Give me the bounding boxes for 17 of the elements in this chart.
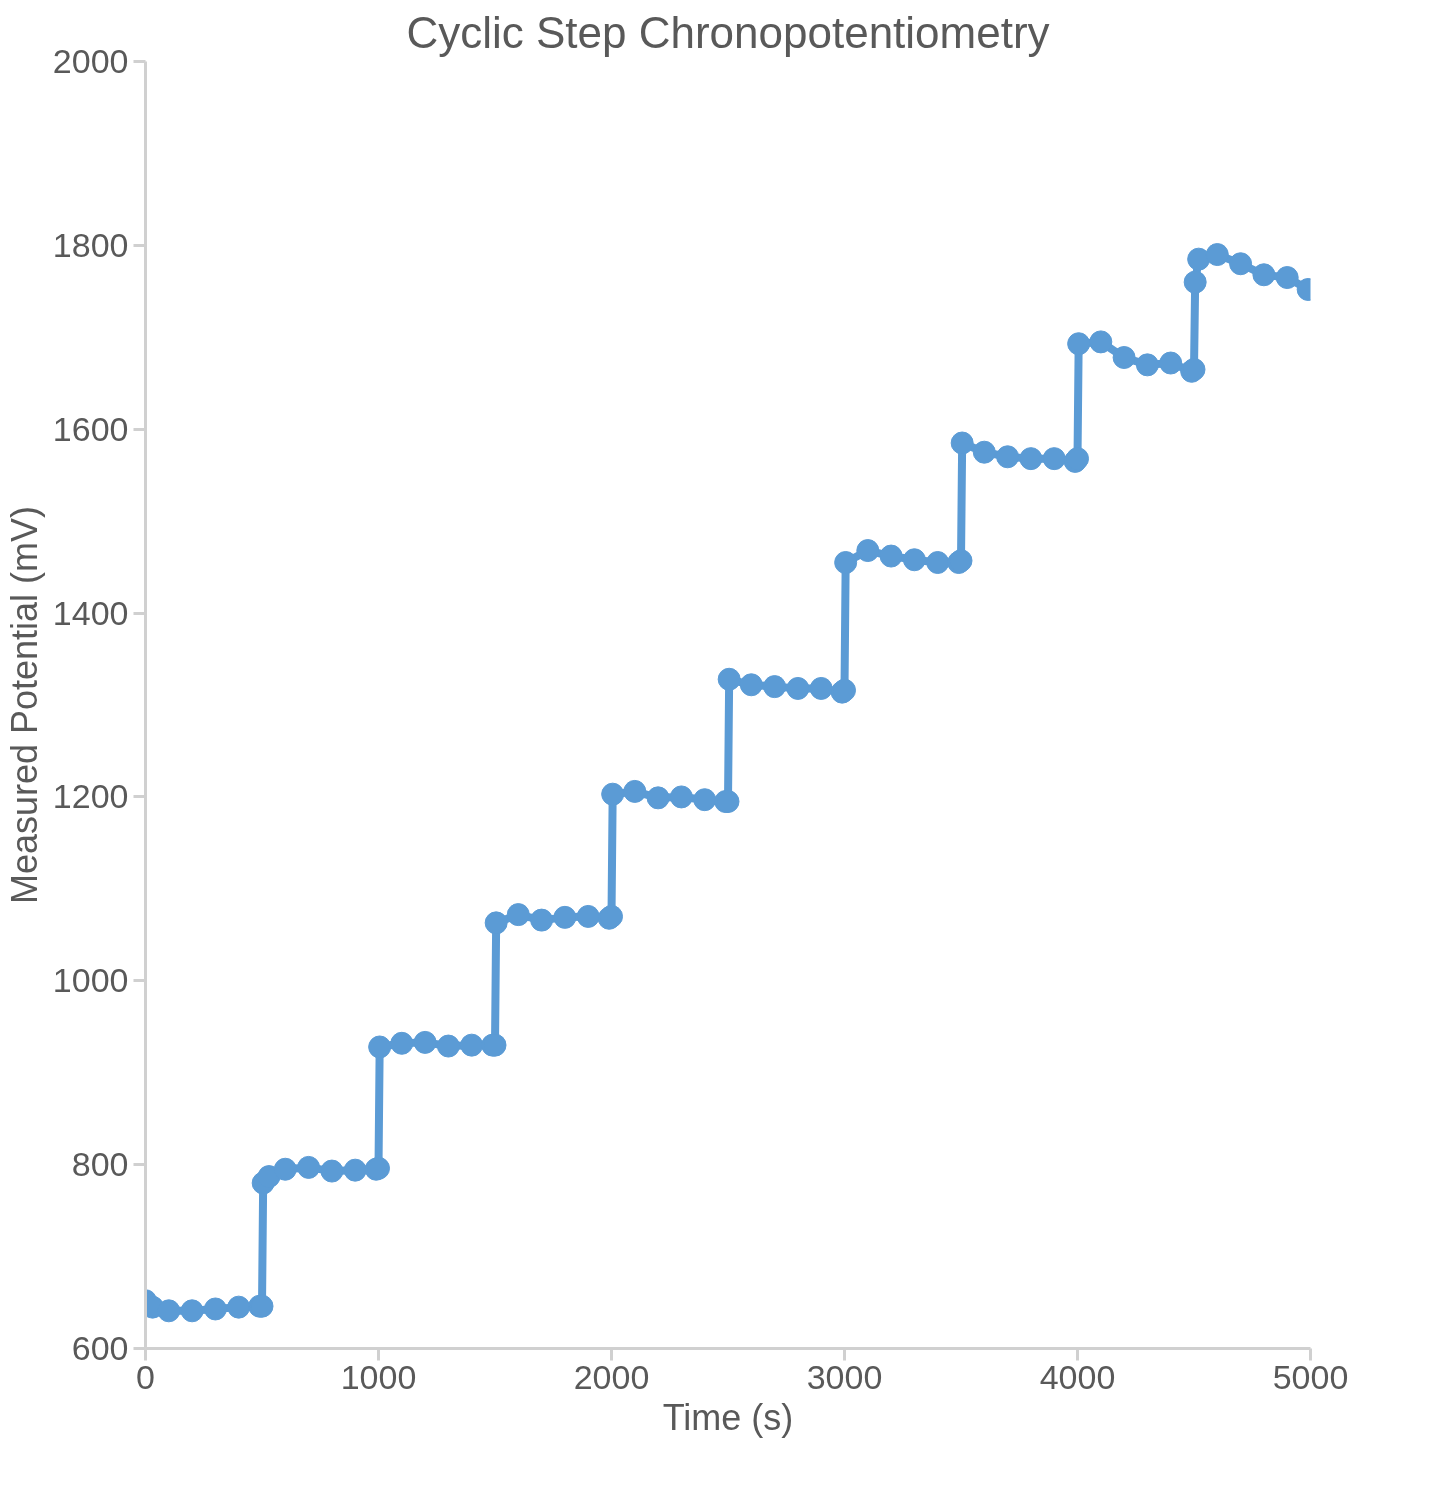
chart-title: Cyclic Step Chronopotentiometry (406, 7, 1050, 57)
y-tick-label: 1200 (52, 777, 129, 816)
x-tick-label: 4000 (1039, 1357, 1116, 1396)
y-axis-title: Measured Potential (mV) (3, 505, 45, 905)
y-tick-label: 1400 (52, 593, 129, 632)
y-tick-label: 2000 (52, 42, 129, 80)
x-tick-label: 3000 (806, 1357, 883, 1396)
x-axis-title: Time (s) (662, 1396, 794, 1438)
x-tick-label: 2000 (573, 1357, 650, 1396)
x-tick-label: 1000 (340, 1357, 417, 1396)
y-tick-label: 800 (71, 1145, 129, 1184)
y-tick-label: 1600 (52, 409, 129, 448)
y-tick-label: 1800 (52, 225, 129, 264)
y-tick-label: 600 (71, 1329, 129, 1367)
x-tick-label: 0 (136, 1357, 155, 1396)
y-tick-label: 1000 (52, 961, 129, 1000)
x-tick-label: 5000 (1272, 1357, 1349, 1396)
